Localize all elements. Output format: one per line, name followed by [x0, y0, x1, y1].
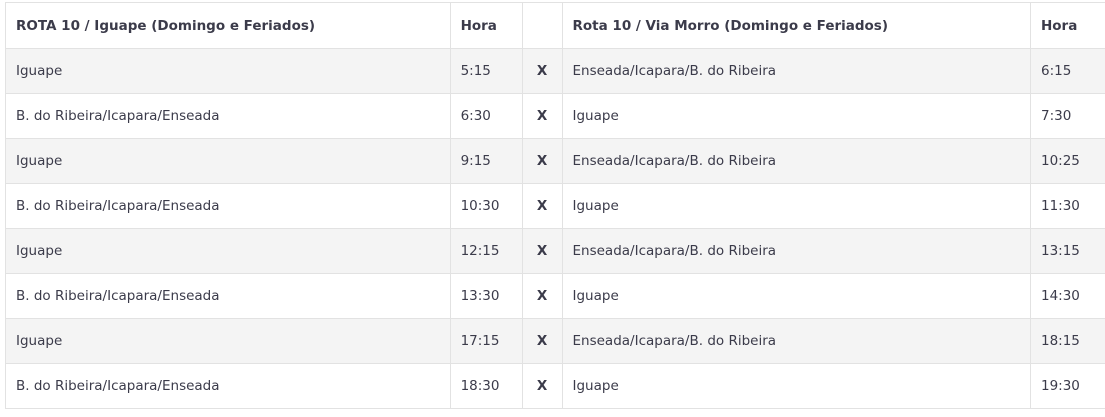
cell-time: 10:30 — [449, 183, 523, 229]
table-row: Iguape 9:15 X Enseada/Icapara/B. do Ribeira… — [5, 138, 1105, 184]
cell-time-return: 7:30 — [1029, 93, 1105, 139]
cell-separator: X — [521, 273, 563, 319]
cell-origin: B. do Ribeira/Icapara/Enseada — [5, 273, 451, 319]
table-row: Iguape 12:15 X Enseada/Icapara/B. do Ribeir… — [5, 228, 1105, 274]
header-origin: ROTA 10 / Iguape (Domingo e Feriados) — [5, 2, 451, 49]
cell-destination: Enseada/Icapara/B. do Ribeira — [561, 228, 1031, 274]
cell-separator: X — [521, 363, 563, 409]
cell-separator: X — [521, 318, 563, 364]
header-destination: Rota 10 / Via Morro (Domingo e Feriados) — [561, 2, 1031, 49]
table-row: B. do Ribeira/Icapara/Enseada 10:30 X Iguap… — [5, 183, 1105, 229]
cell-destination: Enseada/Icapara/B. do Ribeira — [561, 318, 1031, 364]
table-row: Iguape 17:15 X Enseada/Icapara/B. do Ribeir… — [5, 318, 1105, 364]
table-row: B. do Ribeira/Icapara/Enseada 13:30 X Iguap… — [5, 273, 1105, 319]
cell-time: 12:15 — [449, 228, 523, 274]
cell-time: 13:30 — [449, 273, 523, 319]
schedule-table: ROTA 10 / Iguape (Domingo e Feriados) Hor… — [5, 2, 1105, 409]
header-time: Hora — [449, 2, 523, 49]
cell-separator: X — [521, 183, 563, 229]
cell-time: 17:15 — [449, 318, 523, 364]
cell-time-return: 18:15 — [1029, 318, 1105, 364]
cell-destination: Enseada/Icapara/B. do Ribeira — [561, 48, 1031, 94]
cell-origin: Iguape — [5, 228, 451, 274]
header-row: ROTA 10 / Iguape (Domingo e Feriados) Hor… — [5, 2, 1105, 49]
cell-origin: B. do Ribeira/Icapara/Enseada — [5, 183, 451, 229]
cell-destination: Enseada/Icapara/B. do Ribeira — [561, 138, 1031, 184]
header-separator — [521, 2, 563, 49]
cell-time-return: 19:30 — [1029, 363, 1105, 409]
cell-time-return: 14:30 — [1029, 273, 1105, 319]
cell-destination: Iguape — [561, 273, 1031, 319]
cell-separator: X — [521, 138, 563, 184]
cell-time: 18:30 — [449, 363, 523, 409]
header-time-return: Hora — [1029, 2, 1105, 49]
cell-destination: Iguape — [561, 93, 1031, 139]
cell-destination: Iguape — [561, 183, 1031, 229]
cell-origin: B. do Ribeira/Icapara/Enseada — [5, 363, 451, 409]
table-row: Iguape 5:15 X Enseada/Icapara/B. do Ribeira… — [5, 48, 1105, 94]
table-row: B. do Ribeira/Icapara/Enseada 18:30 X Iguap… — [5, 363, 1105, 409]
cell-separator: X — [521, 228, 563, 274]
cell-time: 6:30 — [449, 93, 523, 139]
cell-time: 5:15 — [449, 48, 523, 94]
cell-separator: X — [521, 48, 563, 94]
cell-origin: Iguape — [5, 138, 451, 184]
cell-time-return: 10:25 — [1029, 138, 1105, 184]
cell-time-return: 6:15 — [1029, 48, 1105, 94]
cell-separator: X — [521, 93, 563, 139]
cell-origin: Iguape — [5, 48, 451, 94]
table-row: B. do Ribeira/Icapara/Enseada 6:30 X Iguape… — [5, 93, 1105, 139]
cell-time-return: 11:30 — [1029, 183, 1105, 229]
cell-time-return: 13:15 — [1029, 228, 1105, 274]
cell-origin: B. do Ribeira/Icapara/Enseada — [5, 93, 451, 139]
cell-destination: Iguape — [561, 363, 1031, 409]
cell-origin: Iguape — [5, 318, 451, 364]
cell-time: 9:15 — [449, 138, 523, 184]
